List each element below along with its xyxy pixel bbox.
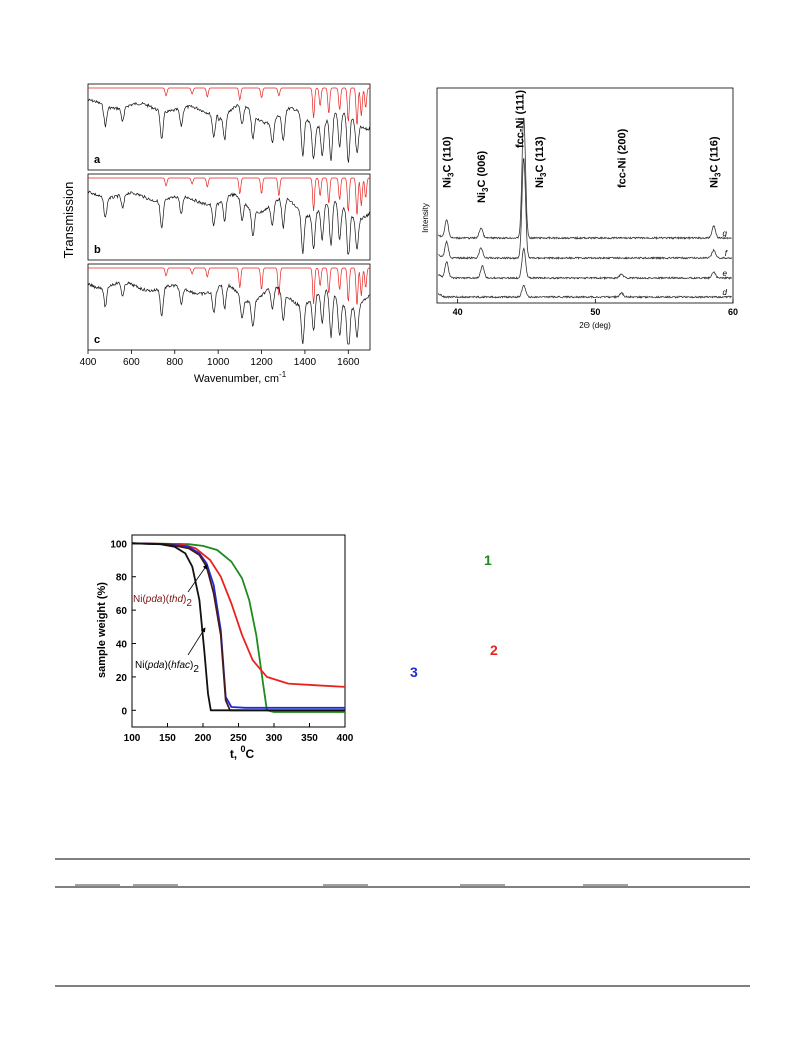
tga-series-2 (131, 542, 346, 688)
ir-panel-label-a: a (94, 154, 101, 166)
ir-xtick-label: 1200 (250, 357, 273, 368)
ir-black-spectrum-a (87, 98, 371, 163)
tga-xtick-label: 350 (301, 733, 318, 744)
xrd-peak-label: Ni3C (006) (476, 151, 490, 203)
tga-ylabel: sample weight (%) (96, 582, 108, 678)
xrd-pattern-figure: Intensity 40 50 60 Ni3C (110) Ni3C (006) fcc… (421, 87, 738, 330)
tga-annotation-thd: Ni(pda)(thd)2 (133, 594, 192, 609)
tga-figure: sample weight (%) 100 150 200 250 300 350 400 0… (96, 534, 498, 761)
tga-xtick-label: 100 (124, 733, 141, 744)
tga-series-curve-4 (131, 542, 345, 712)
ir-panel-label-c: c (94, 334, 100, 346)
tga-frame (131, 534, 346, 728)
ir-panel-label-b: b (94, 244, 101, 256)
table-rules (55, 858, 750, 987)
ir-black-spectrum-b (87, 190, 371, 255)
xrd-series-label-g: g (723, 229, 728, 238)
ir-xlabel: Wavenumber, cm-1 (194, 370, 287, 385)
ir-panel-frame (87, 83, 371, 171)
tga-xtick-label: 250 (230, 733, 247, 744)
tga-ytick-label: 40 (116, 640, 128, 651)
xrd-peak-label: Ni3C (113) (534, 136, 548, 188)
xrd-peak-label: fcc-Ni (200) (616, 128, 628, 188)
ir-xtick-label: 800 (166, 357, 183, 368)
tga-ytick-label: 100 (110, 539, 127, 550)
ir-xtick-label: 1000 (207, 357, 230, 368)
ir-ylabel: Transmission (61, 182, 76, 259)
tga-ytick-label: 60 (116, 606, 128, 617)
tga-series-3 (131, 542, 345, 709)
xrd-xtick-label: 50 (590, 307, 600, 317)
xrd-series-f (438, 157, 732, 260)
ir-xtick-label: 1400 (294, 357, 317, 368)
tga-series-curve-3 (131, 542, 345, 712)
xrd-series-label-f: f (725, 249, 728, 258)
ir-xtick-label: 1600 (337, 357, 360, 368)
xrd-ylabel: Intensity (421, 203, 430, 233)
xrd-series-d (438, 284, 732, 299)
xrd-series-label-d: d (723, 288, 728, 297)
xrd-xtick-label: 40 (453, 307, 463, 317)
ir-red-spectrum-a (88, 87, 370, 125)
tga-annotation-hfac: Ni(pda)(hfac)2 (135, 660, 199, 675)
ir-xtick-label: 400 (80, 357, 97, 368)
tga-ytick-label: 0 (121, 706, 127, 717)
ir-red-spectrum-b (88, 177, 370, 215)
tga-xlabel: t, 0C (230, 744, 255, 761)
xrd-peak-label: Ni3C (116) (709, 136, 723, 188)
tga-arrow-hfac (187, 627, 206, 656)
ir-black-spectrum-c (87, 281, 371, 345)
tga-arrow-thd (187, 564, 208, 593)
tga-ytick-label: 20 (116, 673, 128, 684)
tga-xtick-label: 400 (337, 733, 354, 744)
tga-curve-label-1: 1 (484, 552, 492, 568)
ir-red-spectrum-c (88, 267, 370, 305)
xrd-xlabel: 2Θ (deg) (579, 321, 611, 330)
ir-spectra-figure: Transmission a b c 400 600 800 1000 1200 1400 16… (61, 83, 371, 385)
tga-xtick-label: 150 (159, 733, 176, 744)
tga-ytick-label: 80 (116, 573, 128, 584)
xrd-peak-label: fcc-Ni (111) (515, 90, 527, 148)
tga-curve-label-3: 3 (410, 664, 418, 680)
ir-panel-frame (87, 263, 371, 351)
ir-xtick-label: 600 (123, 357, 140, 368)
xrd-series-label-e: e (723, 269, 728, 278)
xrd-frame (436, 87, 734, 304)
xrd-xtick-label: 60 (728, 307, 738, 317)
tga-xtick-label: 300 (266, 733, 283, 744)
xrd-series-g (438, 117, 732, 241)
tga-curve-label-2: 2 (490, 642, 498, 658)
ir-panel-frame (87, 173, 371, 261)
xrd-series-e (438, 247, 732, 281)
tga-xtick-label: 200 (195, 733, 212, 744)
tga-series-1 (131, 542, 345, 713)
xrd-peak-label: Ni3C (110) (442, 136, 456, 188)
